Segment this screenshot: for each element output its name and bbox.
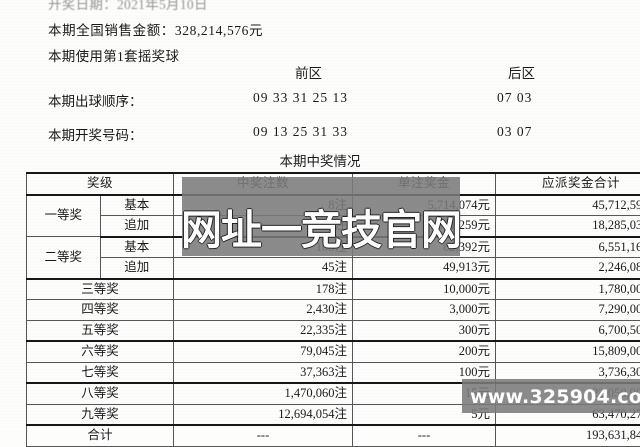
- total-prize: 7,290,000元: [496, 300, 640, 321]
- grade-label: 一等奖: [27, 195, 101, 237]
- winning-numbers-label: 本期开奖号码：: [48, 124, 143, 144]
- table-row: 九等奖 12,694,054注 5元 63,470,270元: [27, 404, 640, 425]
- prize-table-wrapper: 奖级 中奖注数 单注奖金 应派奖金合计 一等奖 基本 8注 5,714,074元…: [26, 172, 620, 447]
- col-header-count: 中奖注数: [174, 173, 353, 195]
- table-caption: 本期中奖情况: [0, 150, 640, 170]
- total-prize: 6,700,500元: [496, 320, 640, 341]
- table-row: 八等奖 1,470,060注 15元 22,050,900元: [27, 383, 640, 404]
- header-info-block: 开奖日期：2021年5月10日 本期全国销售金额：328,214,576元 本期…: [48, 0, 608, 70]
- winning-count: 4注: [174, 216, 353, 237]
- ball-order-label: 本期出球顺序：: [48, 90, 143, 110]
- winning-front-numbers: 09 13 25 31 33: [253, 124, 348, 140]
- col-header-total: 应派奖金合计: [496, 173, 640, 195]
- ball-order-row: 本期出球顺序： 09 33 31 25 13 07 03: [0, 90, 640, 124]
- total-prize: 22,050,900元: [496, 383, 640, 404]
- grade-label: 五等奖: [27, 320, 174, 341]
- prize-table-body: 一等奖 基本 8注 5,714,074元 45,712,592元 追加 4注 4…: [27, 195, 640, 447]
- grade-subtype: 追加: [100, 216, 174, 237]
- winning-count: 1,470,060注: [174, 383, 353, 404]
- winning-count: 105注: [174, 237, 353, 258]
- winning-count: 37,363注: [174, 362, 353, 383]
- table-row: 四等奖 2,430注 3,000元 7,290,000元: [27, 300, 640, 321]
- table-row: 三等奖 178注 10,000元 1,780,000元: [27, 279, 640, 300]
- grade-label: 六等奖: [27, 341, 174, 362]
- unit-prize: 200元: [353, 341, 496, 362]
- unit-prize: 5,714,074元: [353, 195, 496, 216]
- total-prize: 1,780,000元: [496, 279, 640, 300]
- unit-prize: ---: [353, 425, 496, 446]
- total-prize: 63,470,270元: [496, 404, 640, 425]
- total-prize: 193,631,843元: [496, 425, 640, 446]
- unit-prize: 3,000元: [353, 300, 496, 321]
- draw-date-line: 开奖日期：2021年5月10日: [48, 0, 608, 18]
- national-sales-line: 本期全国销售金额：328,214,576元: [48, 18, 608, 44]
- grade-label: 九等奖: [27, 404, 174, 425]
- ball-order-back-numbers: 07 03: [497, 90, 532, 106]
- grade-label: 七等奖: [27, 362, 174, 383]
- table-row: 五等奖 22,335注 300元 6,700,500元: [27, 320, 640, 341]
- table-row: 七等奖 37,363注 100元 3,736,300元: [27, 362, 640, 383]
- winning-count: 178注: [174, 279, 353, 300]
- winning-count: ---: [174, 425, 353, 446]
- table-header-row: 奖级 中奖注数 单注奖金 应派奖金合计: [27, 173, 640, 195]
- lottery-result-document: 开奖日期：2021年5月10日 本期全国销售金额：328,214,576元 本期…: [0, 0, 640, 427]
- table-row: 追加 4注 4,571,259元 18,285,036元: [27, 216, 640, 237]
- grade-subtype: 基本: [100, 195, 174, 216]
- back-zone-heading: 后区: [508, 62, 535, 82]
- winning-count: 79,045注: [174, 341, 353, 362]
- col-header-grade: 奖级: [27, 173, 174, 195]
- col-header-unit-prize: 单注奖金: [353, 173, 496, 195]
- grade-label: 三等奖: [27, 279, 174, 300]
- winning-count: 12,694,054注: [174, 404, 353, 425]
- total-prize: 45,712,592元: [496, 195, 640, 216]
- unit-prize: 4,571,259元: [353, 216, 496, 237]
- unit-prize: 300元: [353, 320, 496, 341]
- total-prize: 18,285,036元: [496, 216, 640, 237]
- grade-label: 八等奖: [27, 383, 174, 404]
- winning-back-numbers: 03 07: [497, 124, 532, 140]
- grade-label: 四等奖: [27, 300, 174, 321]
- zone-heading-row: 前区 后区: [0, 62, 640, 90]
- total-prize: 6,551,160元: [496, 237, 640, 258]
- unit-prize: 100元: [353, 362, 496, 383]
- grade-subtype: 基本: [100, 237, 174, 258]
- front-zone-heading: 前区: [295, 62, 322, 82]
- table-row: 一等奖 基本 8注 5,714,074元 45,712,592元: [27, 195, 640, 216]
- prize-table: 奖级 中奖注数 单注奖金 应派奖金合计 一等奖 基本 8注 5,714,074元…: [26, 172, 640, 447]
- total-prize: 2,246,085元: [496, 258, 640, 279]
- unit-prize: 62,392元: [353, 237, 496, 258]
- grade-label: 二等奖: [27, 237, 101, 279]
- unit-prize: 15元: [353, 383, 496, 404]
- total-prize: 15,809,000元: [496, 341, 640, 362]
- winning-count: 22,335注: [174, 320, 353, 341]
- table-row-total: 合计 --- --- 193,631,843元: [27, 425, 640, 446]
- table-row: 六等奖 79,045注 200元 15,809,000元: [27, 341, 640, 362]
- grade-subtype: 追加: [100, 258, 174, 279]
- draw-numbers-block: 前区 后区 本期出球顺序： 09 33 31 25 13 07 03 本期开奖号…: [0, 62, 640, 158]
- unit-prize: 5元: [353, 404, 496, 425]
- winning-count: 45注: [174, 258, 353, 279]
- table-row: 追加 45注 49,913元 2,246,085元: [27, 258, 640, 279]
- winning-count: 2,430注: [174, 300, 353, 321]
- ball-order-front-numbers: 09 33 31 25 13: [253, 90, 348, 106]
- winning-count: 8注: [174, 195, 353, 216]
- total-prize: 3,736,300元: [496, 362, 640, 383]
- grade-label: 合计: [27, 425, 174, 446]
- unit-prize: 10,000元: [353, 279, 496, 300]
- table-row: 二等奖 基本 105注 62,392元 6,551,160元: [27, 237, 640, 258]
- unit-prize: 49,913元: [353, 258, 496, 279]
